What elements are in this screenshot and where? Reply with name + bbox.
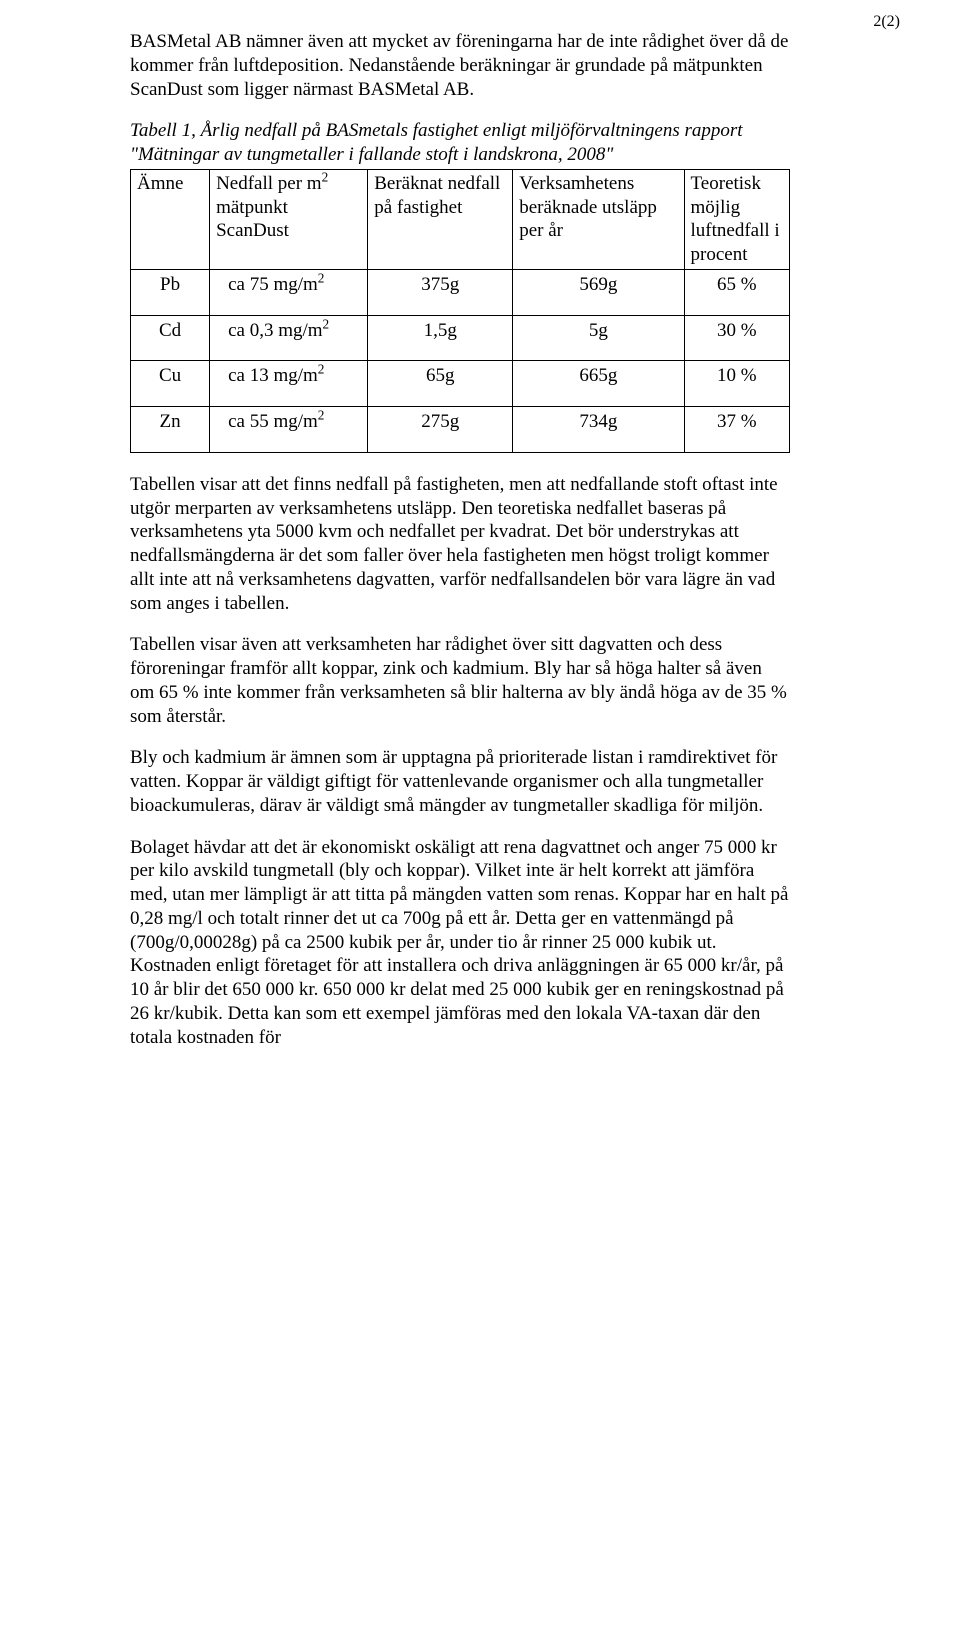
- cell-nedfall: ca 0,3 mg/m2: [210, 315, 368, 361]
- cell-procent: 10 %: [684, 361, 789, 407]
- page-number: 2(2): [873, 12, 900, 32]
- page: 2(2) BASMetal AB nämner även att mycket …: [0, 0, 960, 1107]
- cell-nedfall: ca 55 mg/m2: [210, 407, 368, 453]
- cell-amne: Cd: [131, 315, 210, 361]
- cell-amne: Cu: [131, 361, 210, 407]
- cell-nedfall: ca 75 mg/m2: [210, 269, 368, 315]
- table-body: Pb ca 75 mg/m2 375g 569g 65 % Cd ca 0,3 …: [131, 269, 790, 452]
- table-row: Cu ca 13 mg/m2 65g 665g 10 %: [131, 361, 790, 407]
- cell-beraknat: 65g: [368, 361, 513, 407]
- cell-amne: Zn: [131, 407, 210, 453]
- col-beraknat: Beräknat nedfall på fastighet: [368, 169, 513, 269]
- col-procent: Teoretisk möjlig luftnedfall i procent: [684, 169, 789, 269]
- cell-procent: 37 %: [684, 407, 789, 453]
- paragraph-1: BASMetal AB nämner även att mycket av fö…: [130, 30, 790, 101]
- cell-procent: 65 %: [684, 269, 789, 315]
- col-utslapp: Verksamhetens beräknade utsläpp per år: [513, 169, 684, 269]
- col-amne: Ämne: [131, 169, 210, 269]
- table-caption: Tabell 1, Årlig nedfall på BASmetals fas…: [130, 119, 790, 167]
- col-nedfall: Nedfall per m2 mätpunkt ScanDust: [210, 169, 368, 269]
- paragraph-2: Tabellen visar att det finns nedfall på …: [130, 473, 790, 616]
- cell-nedfall: ca 13 mg/m2: [210, 361, 368, 407]
- paragraph-5: Bolaget hävdar att det är ekonomiskt osk…: [130, 836, 790, 1050]
- paragraph-3: Tabellen visar även att verksamheten har…: [130, 633, 790, 728]
- cell-utslapp: 5g: [513, 315, 684, 361]
- cell-beraknat: 275g: [368, 407, 513, 453]
- cell-beraknat: 375g: [368, 269, 513, 315]
- cell-beraknat: 1,5g: [368, 315, 513, 361]
- cell-utslapp: 734g: [513, 407, 684, 453]
- data-table: Ämne Nedfall per m2 mätpunkt ScanDust Be…: [130, 169, 790, 453]
- cell-amne: Pb: [131, 269, 210, 315]
- cell-utslapp: 569g: [513, 269, 684, 315]
- cell-utslapp: 665g: [513, 361, 684, 407]
- table-row: Pb ca 75 mg/m2 375g 569g 65 %: [131, 269, 790, 315]
- table-header-row: Ämne Nedfall per m2 mätpunkt ScanDust Be…: [131, 169, 790, 269]
- table-row: Cd ca 0,3 mg/m2 1,5g 5g 30 %: [131, 315, 790, 361]
- cell-procent: 30 %: [684, 315, 789, 361]
- table-row: Zn ca 55 mg/m2 275g 734g 37 %: [131, 407, 790, 453]
- paragraph-4: Bly och kadmium är ämnen som är upptagna…: [130, 746, 790, 817]
